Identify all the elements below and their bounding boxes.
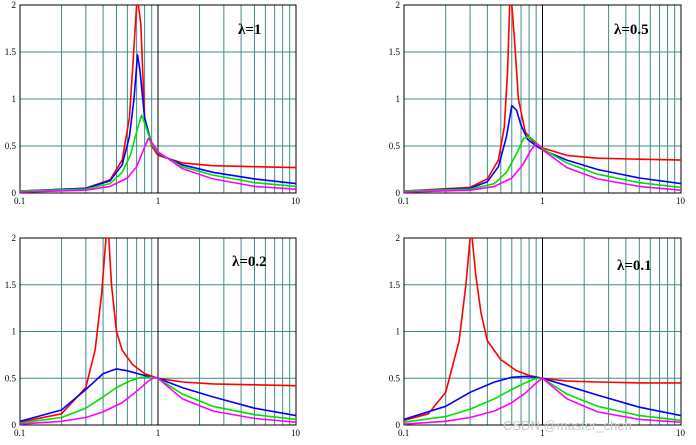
y-tick-label: 0.5	[389, 141, 401, 151]
x-tick-label: 0.1	[14, 196, 25, 206]
series-line-2	[20, 368, 296, 423]
series-line-2	[404, 375, 681, 421]
series-line-2	[404, 104, 681, 192]
series-line-4	[20, 376, 296, 425]
y-tick-label: 0	[396, 420, 401, 430]
series-line-4	[404, 142, 681, 193]
x-tick-label: 10	[676, 196, 686, 206]
y-tick-label: 1	[12, 94, 17, 104]
x-tick-label: 10	[676, 428, 686, 438]
y-tick-label: 0.5	[5, 141, 17, 151]
y-tick-label: 1.5	[5, 47, 17, 57]
series-line-3	[20, 114, 296, 192]
lambda-label: λ=1	[238, 22, 261, 38]
x-tick-label: 1	[156, 196, 161, 206]
x-tick-label: 10	[291, 196, 301, 206]
x-tick-label: 0.1	[398, 196, 409, 206]
x-tick-label: 1	[540, 196, 545, 206]
y-tick-label: 0	[396, 188, 401, 198]
plot-frame	[403, 4, 682, 194]
lambda-label: λ=0.2	[232, 254, 267, 270]
chart-panel-1: 0 0.5 1 1.5 2 0.1 1 10 λ=1	[5, 0, 301, 206]
y-tick-label: 2	[12, 233, 17, 243]
x-tick-label: 1	[156, 428, 161, 438]
y-tick-label: 2	[396, 0, 401, 10]
y-tick-label: 0	[12, 188, 17, 198]
series-line-1	[20, 238, 296, 423]
x-tick-label: 1	[540, 428, 545, 438]
chart-panel-4: 0 0.5 1 1.5 2 0.1 1 10 λ=0.1	[389, 233, 686, 438]
lambda-label: λ=0.5	[614, 22, 649, 38]
y-tick-label: 1	[396, 94, 401, 104]
series-line-1	[20, 5, 296, 192]
y-tick-label: 1	[12, 327, 17, 337]
plot-frame	[19, 237, 297, 426]
series-line-2	[20, 53, 296, 192]
y-tick-label: 1.5	[5, 280, 17, 290]
y-tick-label: 0.5	[5, 373, 17, 383]
y-tick-label: 1.5	[389, 280, 401, 290]
series-line-4	[404, 377, 681, 425]
x-tick-label: 0.1	[398, 428, 409, 438]
y-tick-label: 2	[396, 233, 401, 243]
plot-frame	[19, 4, 297, 194]
plot-frame	[403, 237, 682, 426]
series-line-1	[404, 238, 681, 422]
y-tick-label: 2	[12, 0, 17, 10]
lambda-label: λ=0.1	[617, 258, 652, 274]
y-tick-label: 1.5	[389, 47, 401, 57]
y-tick-label: 1	[396, 327, 401, 337]
x-tick-label: 10	[291, 428, 301, 438]
series-line-1	[404, 5, 681, 192]
series-line-4	[20, 137, 296, 193]
series-line-3	[404, 135, 681, 192]
chart-panel-3: 0 0.5 1 1.5 2 0.1 1 10 λ=0.2	[5, 233, 301, 438]
x-tick-label: 0.1	[14, 428, 25, 438]
series-line-3	[404, 377, 681, 423]
chart-panel-2: 0 0.5 1 1.5 2 0.1 1 10 λ=0.5	[389, 0, 686, 206]
series-line-3	[20, 376, 296, 424]
y-tick-label: 0.5	[389, 373, 401, 383]
y-tick-label: 0	[12, 420, 17, 430]
watermark-text: CSDN @master_chen	[503, 418, 632, 433]
